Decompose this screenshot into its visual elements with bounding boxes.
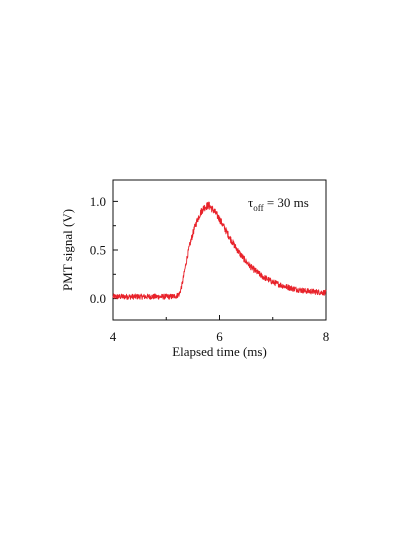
y-tick-label: 0.5 (90, 243, 106, 258)
x-axis-label: Elapsed time (ms) (172, 344, 267, 359)
tau-symbol: τ (248, 195, 253, 210)
y-tick-label: 0.0 (90, 291, 106, 306)
x-tick-label: 4 (110, 329, 117, 344)
tau-annotation: τoff = 30 ms (248, 195, 309, 213)
tau-subscript: off (253, 203, 263, 213)
y-tick-label: 1.0 (90, 194, 106, 209)
trace-group (112, 201, 327, 300)
y-axis-label: PMT signal (V) (60, 209, 75, 291)
ticks: 4 6 8 0.0 0.5 1.0 (90, 194, 330, 344)
x-tick-label: 8 (323, 329, 330, 344)
pmt-signal-line (112, 201, 327, 300)
x-tick-label: 6 (216, 329, 223, 344)
tau-value: = 30 ms (264, 195, 309, 210)
